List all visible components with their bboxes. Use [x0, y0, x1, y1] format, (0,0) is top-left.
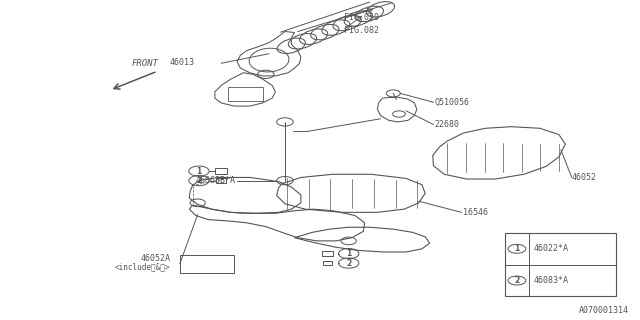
- Bar: [228, 87, 262, 101]
- Bar: [216, 178, 226, 183]
- Bar: [180, 255, 234, 273]
- Text: FRONT: FRONT: [131, 59, 158, 68]
- Text: 46052A: 46052A: [140, 254, 170, 263]
- Text: 46063B*A: 46063B*A: [196, 176, 236, 185]
- Text: 46022*A: 46022*A: [534, 244, 568, 253]
- Bar: [505, 233, 616, 296]
- Bar: [216, 168, 227, 174]
- Text: 2: 2: [515, 276, 520, 285]
- Text: 46083*A: 46083*A: [534, 276, 568, 285]
- Text: 46052: 46052: [572, 173, 596, 182]
- Text: 1: 1: [346, 249, 351, 258]
- Text: 46013: 46013: [170, 58, 195, 67]
- Text: 16546: 16546: [463, 208, 488, 217]
- Text: FIG.050: FIG.050: [344, 13, 380, 22]
- Text: FIG.082: FIG.082: [344, 26, 380, 35]
- Bar: [323, 261, 332, 266]
- Text: <include①&②>: <include①&②>: [115, 263, 170, 272]
- Text: 2: 2: [346, 259, 351, 268]
- Text: A070001314: A070001314: [579, 306, 629, 315]
- Text: 22680: 22680: [435, 120, 460, 129]
- Text: 2: 2: [196, 176, 202, 185]
- Text: Q510056: Q510056: [435, 98, 470, 107]
- Text: 1: 1: [515, 244, 520, 253]
- Bar: [322, 251, 333, 256]
- Text: 1: 1: [196, 167, 202, 176]
